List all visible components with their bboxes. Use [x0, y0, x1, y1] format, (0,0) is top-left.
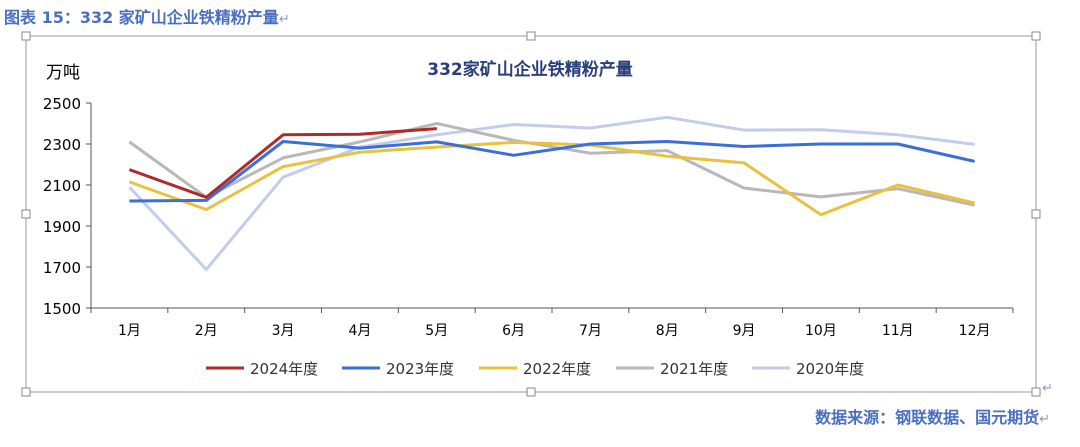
resize-handle-bottom-center[interactable] [526, 387, 536, 397]
source-return-mark: ↵ [1039, 412, 1050, 427]
resize-handle-middle-right[interactable] [1031, 209, 1041, 219]
legend-item: 2023年度 [342, 360, 454, 378]
y-axis-ticks: 1500 1700 1900 2100 2300 2500 [43, 95, 91, 318]
resize-handle-top-right[interactable] [1031, 31, 1041, 41]
legend-label: 2024年度 [250, 360, 318, 378]
legend-item: 2022年度 [479, 360, 591, 378]
x-tick-label: 10月 [805, 323, 837, 339]
resize-handle-bottom-right[interactable] [1031, 387, 1041, 397]
x-tick-label: 11月 [882, 323, 914, 339]
x-tick-label: 9月 [733, 323, 756, 339]
resize-handles[interactable] [21, 31, 1041, 397]
y-tick-label: 1700 [43, 259, 81, 277]
legend-label: 2020年度 [796, 360, 864, 378]
legend-label: 2022年度 [523, 360, 591, 378]
x-tick-label: 8月 [656, 323, 679, 339]
series-line-2022年度 [128, 140, 975, 217]
series-lines [128, 115, 975, 271]
chart-title: 332家矿山企业铁精粉产量 [427, 59, 633, 80]
figure-caption: 图表 15：332 家矿山企业铁精粉产量↵ [4, 8, 290, 27]
x-axis-ticks: 1月 2月 3月 4月 5月 6月 7月 8月 9月 10月 11月 12月 [90, 308, 1014, 339]
x-tick-label: 3月 [272, 323, 295, 339]
x-tick-label: 4月 [348, 323, 371, 339]
return-mark: ↵ [278, 12, 290, 27]
y-tick-label: 1500 [43, 300, 81, 318]
series-line-2020年度 [128, 115, 975, 271]
resize-handle-top-left[interactable] [21, 31, 31, 41]
legend-item: 2024年度 [206, 360, 318, 378]
x-tick-label: 12月 [959, 323, 991, 339]
legend-item: 2021年度 [616, 360, 728, 378]
x-tick-label: 7月 [579, 323, 602, 339]
resize-handle-bottom-left[interactable] [21, 387, 31, 397]
legend-label: 2021年度 [660, 360, 728, 378]
resize-handle-top-center[interactable] [526, 31, 536, 41]
y-tick-label: 1900 [43, 218, 81, 236]
frame-return-mark: ↵ [1042, 381, 1053, 396]
series-line-2023年度 [129, 140, 975, 203]
x-tick-label: 6月 [502, 323, 525, 339]
y-tick-label: 2500 [43, 95, 81, 113]
series-line-2024年度 [128, 127, 437, 199]
x-tick-label: 2月 [195, 323, 218, 339]
series-line-2021年度 [128, 122, 975, 207]
x-tick-label: 1月 [118, 323, 141, 339]
source-note: 数据来源：钢联数据、国元期货↵ [815, 408, 1050, 427]
legend-label: 2023年度 [386, 360, 454, 378]
y-axis-label: 万吨 [46, 63, 80, 83]
y-tick-label: 2300 [43, 136, 81, 154]
legend: 2024年度 2023年度 2022年度 2021年度 2020年度 [206, 360, 864, 378]
legend-item: 2020年度 [752, 360, 864, 378]
resize-handle-middle-left[interactable] [21, 209, 31, 219]
y-tick-label: 2100 [43, 177, 81, 195]
x-tick-label: 5月 [425, 323, 448, 339]
